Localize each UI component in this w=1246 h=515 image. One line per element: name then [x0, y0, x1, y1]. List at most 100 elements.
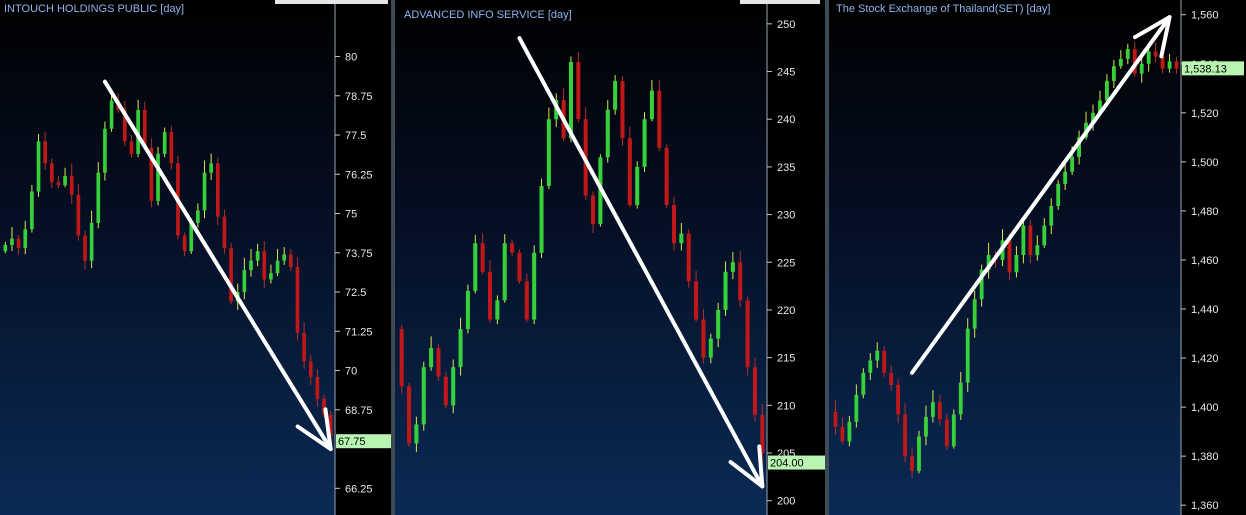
candle [1049, 206, 1054, 226]
candle [429, 348, 434, 368]
candle [875, 350, 880, 361]
candle [142, 109, 147, 148]
candle [182, 235, 187, 252]
y-tick-label: 235 [777, 162, 795, 174]
candle [229, 248, 233, 302]
candle [49, 163, 54, 183]
candle [328, 414, 333, 437]
candle [76, 194, 81, 236]
y-tick-label: 1,460 [1191, 255, 1219, 267]
candle [189, 222, 194, 252]
y-tick-label: 78.75 [345, 91, 373, 103]
last-price-label: 1,538.13 [1184, 63, 1227, 75]
y-tick-label: 1,380 [1191, 451, 1219, 463]
price-axis [335, 0, 391, 515]
chart-title-set: The Stock Exchange of Thailand(SET) [day… [836, 3, 1051, 15]
candle [196, 210, 200, 223]
candle [123, 109, 127, 142]
candle [532, 252, 537, 320]
trend-arrow-shaft [910, 15, 1172, 375]
candle [664, 147, 669, 206]
panel-divider[interactable] [391, 0, 395, 515]
candle [1091, 112, 1095, 123]
panel-divider[interactable] [825, 0, 829, 515]
candle [43, 141, 47, 164]
candle [671, 205, 677, 244]
y-tick-label: 77.5 [345, 130, 366, 142]
y-tick-label: 1,400 [1191, 402, 1219, 414]
candle [546, 119, 551, 186]
last-price-badge [768, 455, 825, 470]
trend-arrow-shaft [102, 79, 333, 452]
candle [833, 412, 838, 427]
candle [215, 163, 220, 217]
y-tick-label: 240 [777, 114, 795, 126]
candle [443, 376, 448, 406]
candle [868, 360, 873, 373]
candle [752, 367, 757, 415]
candle [473, 243, 478, 291]
last-price-badge [336, 434, 391, 449]
candle [591, 195, 596, 225]
candle [308, 361, 313, 377]
candle [931, 402, 935, 417]
candle [1167, 61, 1172, 69]
candle [129, 141, 134, 154]
candle [854, 394, 859, 422]
candle [1118, 58, 1123, 67]
candle [315, 376, 320, 399]
candle [36, 141, 41, 192]
candle [1105, 80, 1109, 101]
chart-panel-set: 1,5601,5401,5201,5001,4801,4601,4401,420… [829, 0, 1246, 515]
y-tick-label: 80 [345, 52, 357, 64]
chart-title-intouch: INTOUCH HOLDINGS PUBLIC [day] [4, 3, 185, 15]
y-tick-label: 71.25 [345, 326, 373, 338]
candle [322, 398, 326, 415]
y-tick-label: 66.25 [345, 483, 373, 495]
candle [889, 372, 894, 386]
candle [723, 271, 728, 310]
candle [760, 414, 765, 454]
candle [613, 81, 618, 110]
candle [620, 81, 625, 139]
y-tick-label: 1,360 [1191, 500, 1219, 512]
candle [69, 175, 74, 195]
candle [16, 238, 21, 249]
candle [1035, 245, 1040, 256]
candle [495, 300, 500, 320]
last-price-badge [1182, 61, 1244, 76]
candle [951, 414, 956, 447]
candle [910, 456, 914, 471]
candle [249, 260, 253, 271]
candle [89, 222, 94, 261]
candle [103, 128, 107, 173]
y-tick-label: 1,420 [1191, 353, 1219, 365]
candle [627, 138, 632, 206]
y-tick-label: 215 [777, 353, 795, 365]
candle [1146, 51, 1151, 64]
candle [465, 290, 470, 330]
y-tick-label: 1,560 [1191, 10, 1219, 22]
candle [568, 61, 573, 139]
price-axis [1181, 0, 1246, 515]
candle [83, 235, 87, 261]
candle [269, 273, 273, 280]
candle [524, 281, 529, 320]
candle [255, 251, 260, 261]
chart-svg-intouch: 80 78.75 77.5 76.25 75 73.75 72.5 71.25 70 68.75 6… [3, 0, 391, 515]
candle [1077, 137, 1081, 157]
candle [965, 328, 970, 383]
chart-svg-set: 1,5601,5401,5201,5001,4801,4601,4401,420… [833, 0, 1246, 515]
chart-title-advanc: ADVANCED INFO SERVICE [day] [404, 9, 572, 21]
y-tick-label: 225 [777, 257, 795, 269]
candle [958, 382, 963, 415]
candle [275, 260, 280, 274]
candle [657, 90, 662, 148]
candle [295, 266, 300, 333]
candle [847, 421, 852, 442]
candle [972, 299, 977, 329]
candle [1132, 49, 1137, 74]
candle [202, 172, 207, 211]
candle [635, 166, 640, 206]
candle [605, 109, 610, 158]
